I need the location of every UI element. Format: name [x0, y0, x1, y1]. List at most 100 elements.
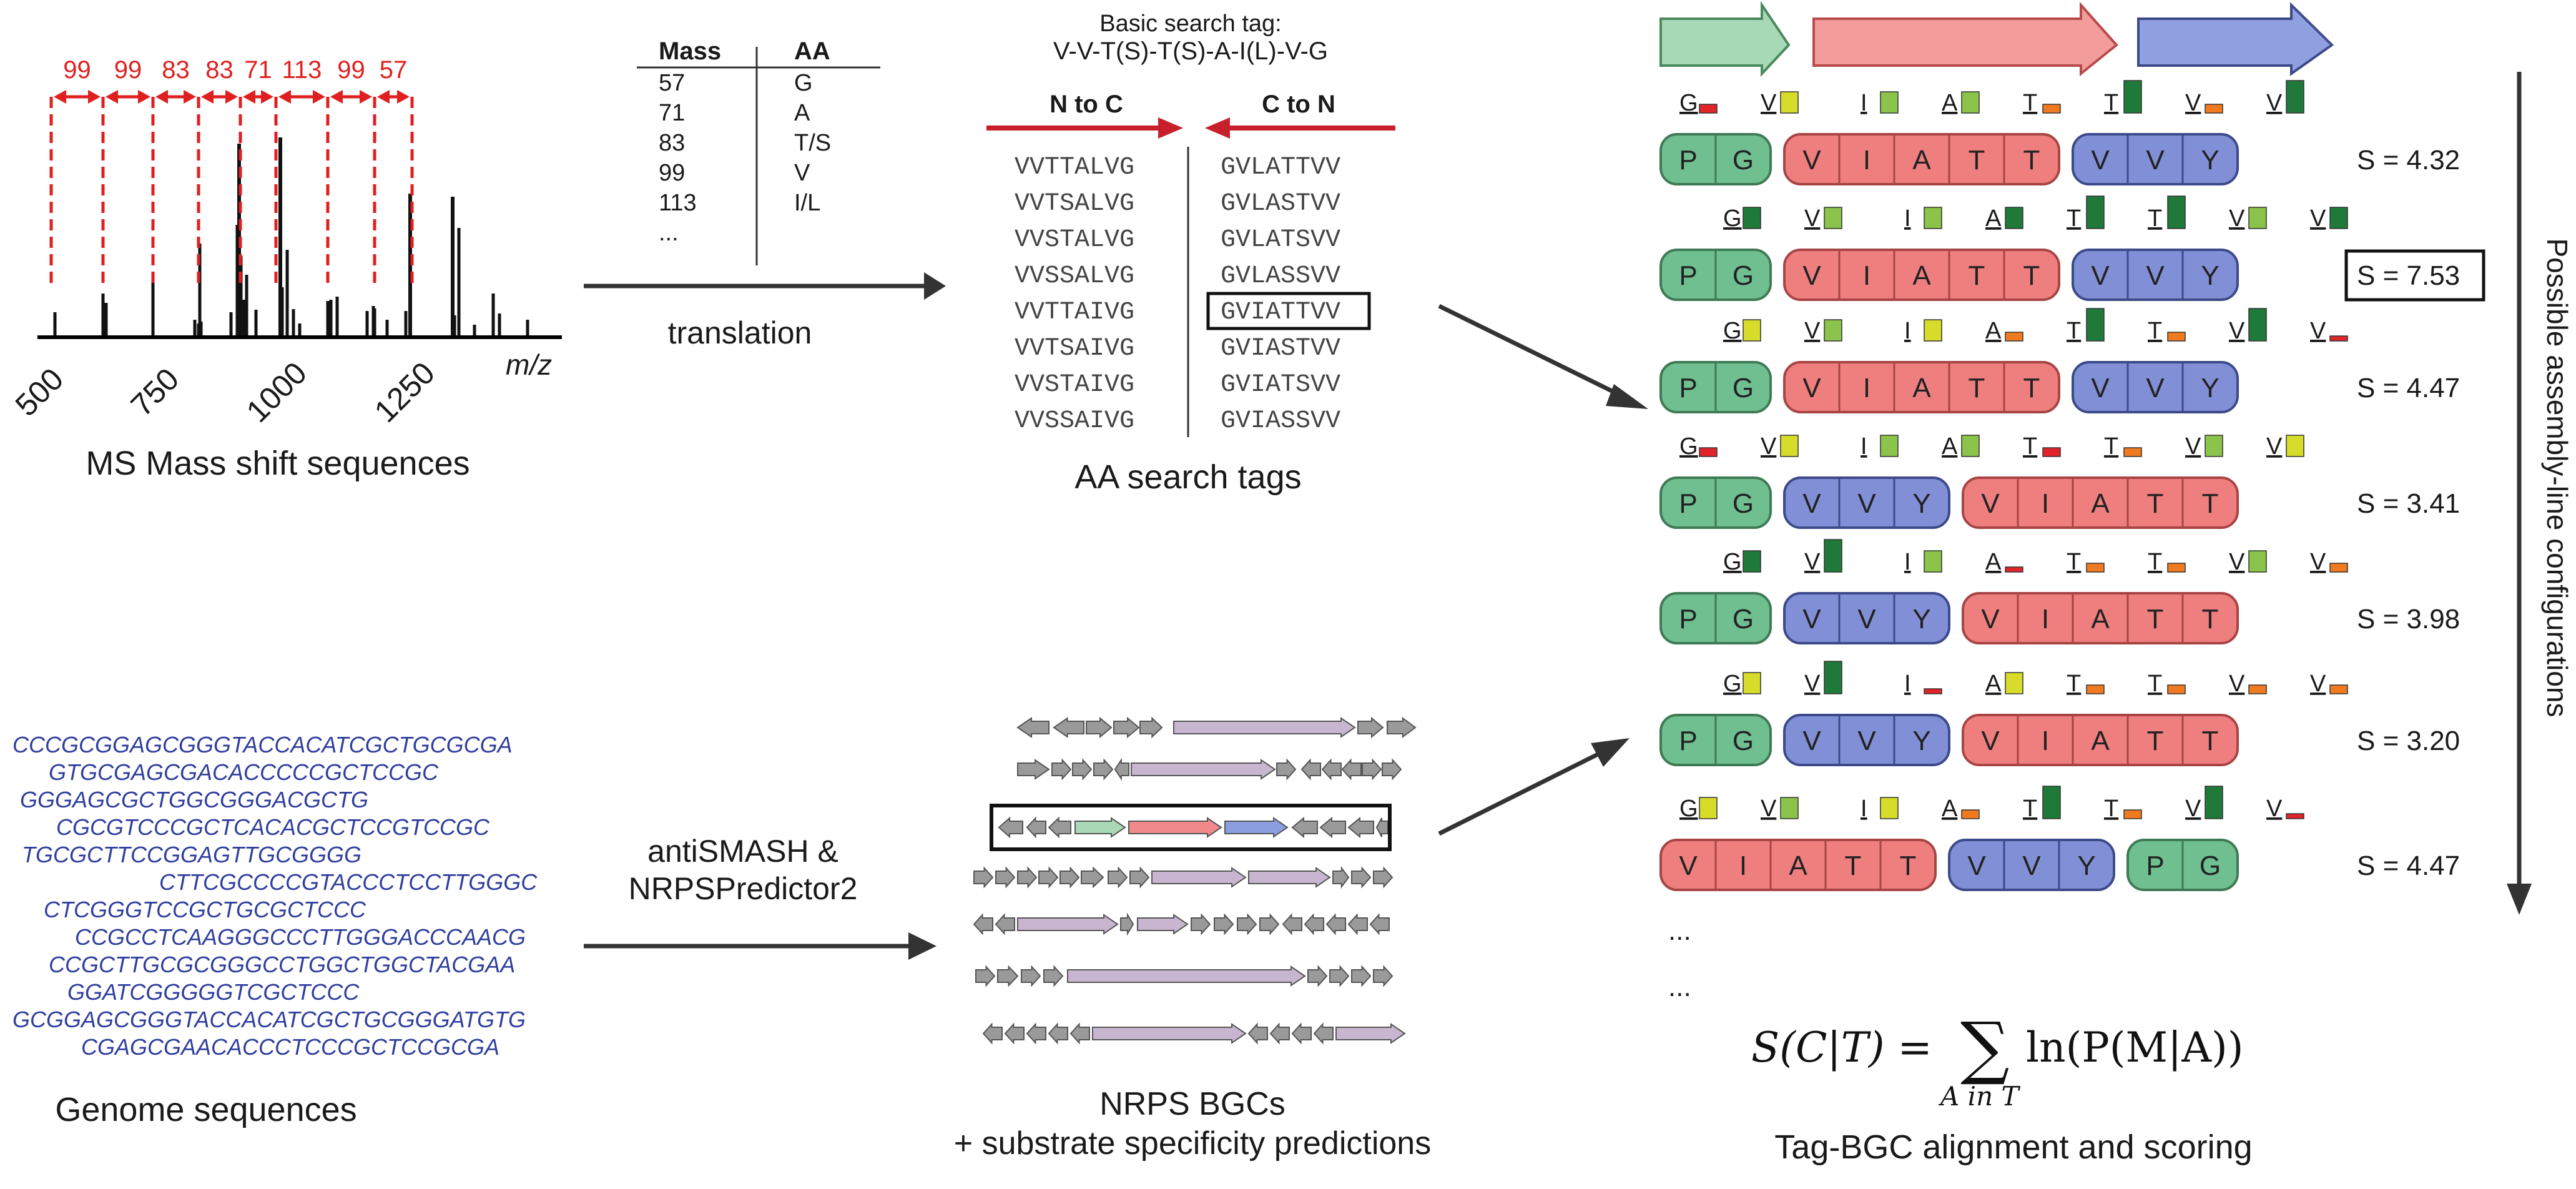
tag-residue: A [1985, 671, 2002, 697]
module-residue: A [1912, 373, 1931, 403]
tag-confidence-bar [2086, 684, 2105, 694]
module-residue: P [1679, 604, 1697, 634]
gene-arrow [1021, 965, 1041, 987]
module-residue: V [1857, 488, 1876, 519]
tag-confidence-bar [1780, 797, 1799, 819]
module-residue: T [2147, 604, 2164, 634]
bgc-caption-line2: + substrate specificity predictions [954, 1125, 1431, 1162]
tag-residue: T [2104, 90, 2118, 116]
mass-shift-value: 83 [162, 56, 190, 84]
module-residue: V [1981, 726, 2000, 756]
c-to-n-tag: GVLATSVV [1221, 226, 1340, 254]
genome-line: TGCGCTTCCGGAGTTGCGGGG [22, 842, 361, 867]
genome-line: GGGAGCGCTGGCGGGACGCTG [20, 787, 368, 812]
tag-confidence-bar [2086, 563, 2105, 573]
tag-residue: A [1942, 433, 1958, 460]
gene-arrow [1072, 758, 1093, 781]
module-residue: V [1802, 604, 1821, 634]
tag-residue: A [1985, 549, 2002, 575]
gene-arrow [1362, 758, 1382, 781]
gene-arrow [1307, 965, 1328, 987]
tag-residue: T [2067, 318, 2081, 344]
tag-residue: I [1904, 205, 1911, 232]
gene-arrow [1069, 1022, 1090, 1045]
module-residue: Y [2201, 373, 2219, 403]
gene-arrow [998, 816, 1023, 839]
tag-confidence-bar [1880, 797, 1899, 819]
tag-confidence-bar [2248, 684, 2267, 694]
gene-arrow [1137, 914, 1189, 935]
gene-arrow [1347, 913, 1368, 935]
gene-arrow [1067, 965, 1306, 987]
module-residue: T [2023, 145, 2040, 175]
gene-arrow [1043, 965, 1064, 987]
c-to-n-tag: GVIATTVV [1221, 298, 1340, 327]
c-to-n-tag: GVIATSVV [1221, 371, 1340, 399]
tag-residue: A [1942, 90, 1958, 116]
mass-value: 83 [659, 130, 685, 156]
module-residue: Y [1912, 488, 1930, 519]
module-residue: T [1969, 145, 1985, 175]
tag-confidence-bar [2286, 435, 2304, 457]
tag-residue: I [1904, 671, 1911, 697]
module-block-red [1962, 714, 2239, 766]
tag-residue: T [2104, 433, 2118, 460]
tag-confidence-bar [2286, 813, 2304, 819]
gene-arrow [1247, 1022, 1268, 1045]
genome-line: CCCGCGGAGCGGGTACCACATCGCTGCGCGA [12, 732, 513, 757]
tag-confidence-bar [2167, 195, 2186, 229]
genome-line: GGATCGGGGGTCGCTCCC [67, 979, 360, 1005]
tag-confidence-bar [1743, 207, 1761, 229]
module-block-blue [1948, 839, 2115, 891]
tag-confidence-bar [2286, 80, 2304, 114]
axis-tick-label: 1250 [368, 355, 441, 429]
gene-arrow [1313, 1022, 1334, 1045]
mass-shift-value: 113 [282, 56, 322, 84]
ms-spectrum-panel: 99 99 83 83 71 113 99 57 500 750 1000 1250 m/z MS … [9, 56, 562, 482]
module-residue: V [2146, 373, 2165, 403]
gene-arrow [1092, 1023, 1247, 1044]
module-block-red [1783, 249, 2060, 301]
gene-arrow [1373, 965, 1394, 987]
translation-label: translation [668, 315, 812, 350]
genome-line: CTCGGGTCCGCTGCGCTCCC [44, 897, 366, 922]
module-residue: A [2091, 604, 2110, 634]
gene-arrow [1351, 965, 1372, 987]
mass-table: Mass AA 57 G 71 A 83 T/S 99 V 113 I/L... translat… [584, 37, 946, 350]
gene-arrow [1151, 867, 1247, 888]
mass-value: 99 [659, 160, 685, 186]
aa-value: V [794, 160, 810, 186]
gene-arrow [1017, 866, 1038, 889]
gene-arrow [1304, 913, 1324, 935]
tag-residue: G [1723, 205, 1742, 232]
gene-arrow [1369, 913, 1390, 935]
module-residue: V [1802, 145, 1821, 175]
config-score: S = 3.20 [2357, 726, 2460, 756]
n-to-c-arrowhead [1158, 117, 1183, 139]
mass-shift-arrowhead-right [313, 90, 325, 104]
module-residue: Y [2201, 145, 2219, 175]
mass-header: Mass [659, 37, 721, 65]
translation-arrow-head-fill [924, 272, 946, 300]
c-to-n-tag: GVLASTVV [1221, 190, 1340, 218]
c-to-n-tag: GVIASTVV [1221, 335, 1340, 363]
module-residue: A [2091, 726, 2110, 756]
gene-arrow [1026, 816, 1046, 839]
tag-residue: V [2185, 796, 2201, 822]
tag-confidence-bar [2248, 207, 2267, 229]
aa-value: A [794, 100, 810, 126]
scoring-formula: S(C|T) = ∑ A in T ln(P(M|A)) [1751, 1007, 2244, 1112]
tag-residue: V [2229, 549, 2245, 575]
bgc-panel: NRPS BGCs + substrate specificity predic… [954, 716, 1431, 1162]
tags-to-alignment-arrowhead [1606, 384, 1648, 409]
module-residue: I [2042, 604, 2049, 634]
search-tag-panel: Basic search tag: V-V-T(S)-T(S)-A-I(L)-V… [986, 11, 1395, 496]
genome-line: CGAGCGAACACCCTCCCGCTCCGCGA [81, 1034, 499, 1060]
tag-residue: G [1723, 549, 1742, 575]
mass-value: 57 [659, 70, 685, 96]
tag-residue: V [1761, 433, 1777, 460]
mass-shift-arrowhead-right [360, 90, 372, 104]
mass-shift-arrowhead-right [397, 90, 410, 104]
module-residue: A [1789, 851, 1807, 881]
module-residue: P [1679, 726, 1697, 756]
